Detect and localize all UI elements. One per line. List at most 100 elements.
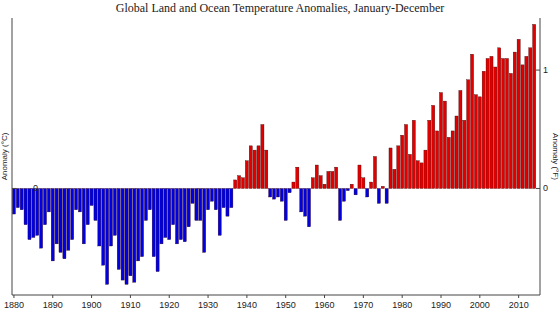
x-tick-label: 1980: [392, 300, 412, 310]
bar: [86, 188, 89, 224]
bar: [222, 188, 225, 207]
bar: [439, 93, 442, 189]
bar: [284, 188, 287, 220]
bar: [273, 188, 276, 199]
x-tick: [363, 295, 364, 298]
y-axis-line: [12, 18, 13, 295]
bar: [121, 188, 124, 280]
bar: [47, 188, 50, 211]
bar: [102, 188, 105, 265]
x-tick: [130, 295, 131, 298]
bar: [389, 148, 392, 188]
x-tick-label: 1950: [276, 300, 296, 310]
bar: [144, 188, 147, 220]
bar: [533, 24, 536, 188]
bar: [288, 188, 291, 192]
bar: [71, 188, 74, 239]
bar: [218, 188, 221, 235]
bar: [366, 188, 369, 197]
bar: [292, 182, 295, 188]
bar: [327, 171, 330, 188]
bar: [362, 178, 365, 189]
bar: [67, 188, 70, 250]
bar: [381, 186, 384, 188]
bar: [494, 67, 497, 188]
bar: [55, 188, 58, 243]
bar: [36, 188, 39, 235]
bar: [249, 146, 252, 189]
x-tick: [13, 295, 14, 298]
bar: [474, 95, 477, 189]
bar: [315, 165, 318, 188]
bar: [323, 184, 326, 188]
x-tick: [52, 295, 53, 298]
x-tick-label: 1940: [237, 300, 257, 310]
x-tick-label: 1970: [353, 300, 373, 310]
y2-tick: [536, 70, 540, 71]
bar: [148, 188, 151, 209]
bar: [90, 188, 93, 205]
bar: [78, 188, 81, 211]
bar: [280, 188, 283, 201]
bar: [191, 188, 194, 203]
x-tick: [402, 295, 403, 298]
bar: [525, 56, 528, 188]
bar: [502, 58, 505, 188]
y2-tick-label: 0: [543, 183, 548, 193]
bar: [529, 48, 532, 189]
chart: Global Land and Ocean Temperature Anomal…: [0, 0, 560, 317]
bar: [296, 167, 299, 188]
bar: [24, 188, 27, 224]
bar: [471, 54, 474, 188]
x-tick: [441, 295, 442, 298]
bar: [210, 188, 213, 201]
bar: [459, 90, 462, 188]
bar: [94, 188, 97, 220]
bar: [265, 150, 268, 188]
bar: [168, 188, 171, 239]
x-tick: [208, 295, 209, 298]
bar: [354, 188, 357, 194]
bar: [451, 131, 454, 189]
bar: [187, 188, 190, 226]
bar: [385, 188, 388, 203]
bar: [346, 188, 349, 190]
bar: [51, 188, 54, 260]
bar: [230, 188, 233, 207]
bar: [195, 188, 198, 220]
bar: [486, 58, 489, 188]
x-tick: [169, 295, 170, 298]
bar: [16, 188, 19, 207]
y2-axis-label: Anomaly (°F): [551, 133, 560, 180]
bar: [245, 161, 248, 189]
bar: [447, 137, 450, 188]
bar: [179, 188, 182, 239]
bar: [498, 48, 501, 189]
bar: [226, 188, 229, 216]
bar: [20, 188, 23, 209]
bar: [261, 125, 264, 189]
bar: [463, 120, 466, 188]
bar: [106, 188, 109, 284]
bar: [412, 120, 415, 188]
bar: [63, 188, 66, 258]
bar: [175, 188, 178, 243]
bar: [137, 188, 140, 260]
bar: [207, 188, 210, 209]
x-tick-label: 1990: [431, 300, 451, 310]
bar: [253, 150, 256, 188]
bar: [117, 188, 120, 269]
bar: [304, 188, 307, 216]
x-tick: [91, 295, 92, 298]
bar: [377, 188, 380, 203]
bar: [269, 188, 272, 197]
bar: [172, 188, 175, 224]
bar: [234, 180, 237, 189]
x-tick-label: 1920: [159, 300, 179, 310]
bar: [12, 188, 15, 214]
bar: [156, 188, 159, 271]
bar: [416, 161, 419, 189]
bar: [199, 188, 202, 220]
bar: [98, 188, 101, 246]
bar: [32, 188, 35, 237]
